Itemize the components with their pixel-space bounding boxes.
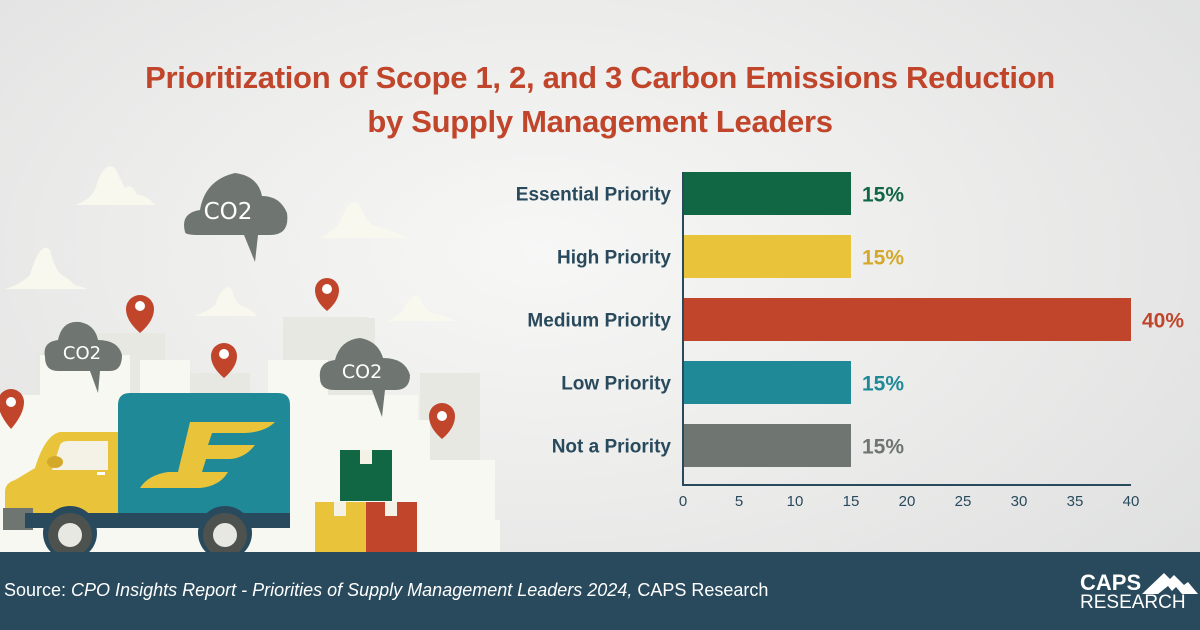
value-label: 15% bbox=[862, 373, 904, 396]
value-label: 15% bbox=[862, 247, 904, 270]
category-label: High Priority bbox=[557, 248, 671, 269]
value-label: 15% bbox=[862, 184, 904, 207]
caps-research-logo: CAPS RESEARCH bbox=[1080, 570, 1198, 622]
bar-low-priority bbox=[683, 361, 851, 404]
x-tick-label: 35 bbox=[1067, 493, 1084, 510]
category-labels: Essential Priority High Priority Medium Pr… bbox=[516, 185, 672, 458]
white-clouds bbox=[5, 166, 457, 321]
co2-label: CO2 bbox=[342, 361, 382, 383]
delivery-illustration: CO2 CO2 CO2 bbox=[0, 166, 500, 552]
delivery-truck bbox=[3, 393, 290, 552]
co2-cloud: CO2 bbox=[184, 173, 288, 262]
co2-label: CO2 bbox=[63, 343, 101, 364]
source-publisher: CAPS Research bbox=[632, 580, 769, 600]
mountain-icon bbox=[1142, 573, 1198, 594]
x-tick-label: 15 bbox=[843, 493, 860, 510]
value-label: 15% bbox=[862, 436, 904, 459]
x-tick-label: 10 bbox=[787, 493, 804, 510]
x-tick-label: 25 bbox=[955, 493, 972, 510]
x-tick-label: 30 bbox=[1011, 493, 1028, 510]
title-line-1: Prioritization of Scope 1, 2, and 3 Carb… bbox=[145, 60, 1055, 95]
x-tick-label: 40 bbox=[1123, 493, 1140, 510]
x-tick-label: 0 bbox=[679, 493, 687, 510]
co2-label: CO2 bbox=[204, 199, 253, 225]
source-citation: Source: CPO Insights Report - Priorities… bbox=[4, 580, 768, 601]
chart-title: Prioritization of Scope 1, 2, and 3 Carb… bbox=[0, 56, 1200, 144]
source-prefix: Source: bbox=[4, 580, 72, 600]
category-label: Essential Priority bbox=[516, 185, 672, 206]
bar-essential-priority bbox=[683, 172, 851, 215]
logo-text-research: RESEARCH bbox=[1080, 592, 1186, 613]
source-report-title: CPO Insights Report - Priorities of Supp… bbox=[71, 580, 633, 600]
x-tick-labels: 0 5 10 15 20 25 30 35 40 bbox=[679, 493, 1140, 510]
category-label: Not a Priority bbox=[552, 437, 672, 458]
value-labels: 15% 15% 40% 15% 15% bbox=[862, 184, 1184, 459]
footer-bar: Source: CPO Insights Report - Priorities… bbox=[0, 552, 1200, 630]
bar-not-a-priority bbox=[683, 424, 851, 467]
co2-cloud: CO2 bbox=[319, 338, 410, 417]
bar-medium-priority bbox=[683, 298, 1131, 341]
category-label: Low Priority bbox=[561, 374, 671, 395]
bar-high-priority bbox=[683, 235, 851, 278]
package-boxes bbox=[315, 450, 417, 552]
x-tick-label: 20 bbox=[899, 493, 916, 510]
category-label: Medium Priority bbox=[527, 311, 671, 332]
bar-chart: 0 5 10 15 20 25 30 35 40 Essential Priority High … bbox=[516, 172, 1184, 510]
logo-text-caps: CAPS bbox=[1080, 570, 1142, 595]
title-line-2: by Supply Management Leaders bbox=[367, 104, 833, 139]
co2-cloud: CO2 bbox=[44, 321, 122, 393]
value-label: 40% bbox=[1142, 310, 1184, 333]
x-tick-label: 5 bbox=[735, 493, 743, 510]
location-pins bbox=[0, 278, 455, 439]
bars bbox=[683, 172, 1131, 467]
